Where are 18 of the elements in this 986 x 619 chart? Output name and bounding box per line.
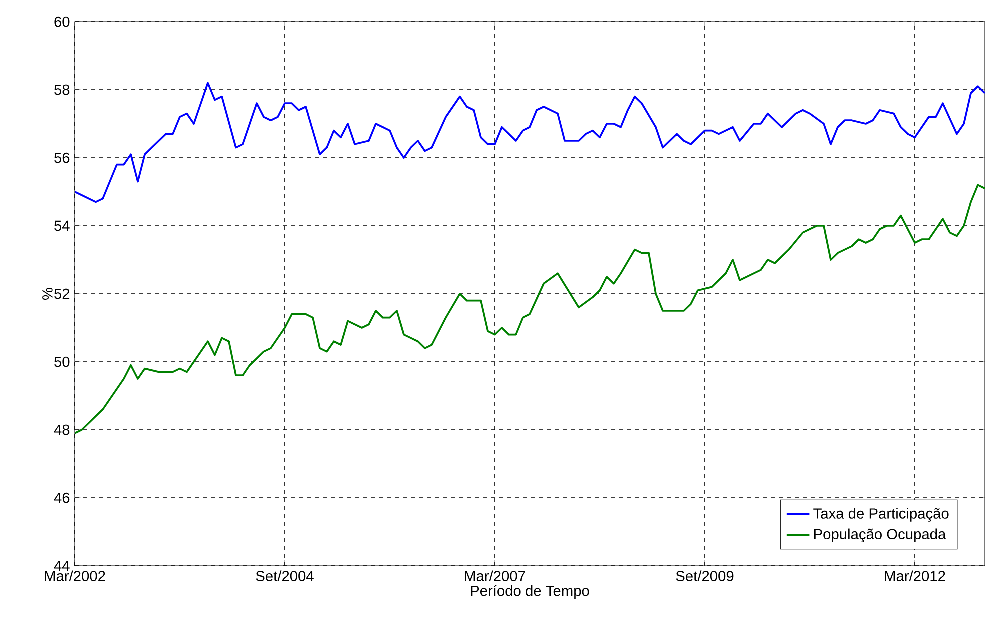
y-tick-label: 56: [54, 152, 70, 164]
legend-label: População Ocupada: [814, 528, 946, 543]
y-tick-label: 52: [54, 288, 70, 300]
x-axis-title: Período de Tempo: [471, 585, 590, 600]
y-tick-label: 48: [54, 424, 70, 436]
y-tick-label: 54: [54, 220, 70, 232]
y-tick-label: 44: [54, 560, 70, 572]
y-tick-label: 58: [54, 84, 70, 96]
legend-label: Taxa de Participação: [814, 508, 949, 522]
x-tick-label: Set/2009: [676, 570, 734, 582]
y-tick-label: 46: [54, 492, 70, 504]
x-tick-label: Mar/2007: [465, 570, 526, 582]
y-tick-label: 50: [54, 356, 70, 368]
x-tick-label: Mar/2012: [885, 570, 946, 582]
y-tick-label: 60: [54, 16, 70, 28]
x-tick-label: Set/2004: [256, 570, 314, 582]
x-tick-label: Mar/2002: [45, 570, 106, 582]
y-axis-title: %: [42, 288, 53, 300]
